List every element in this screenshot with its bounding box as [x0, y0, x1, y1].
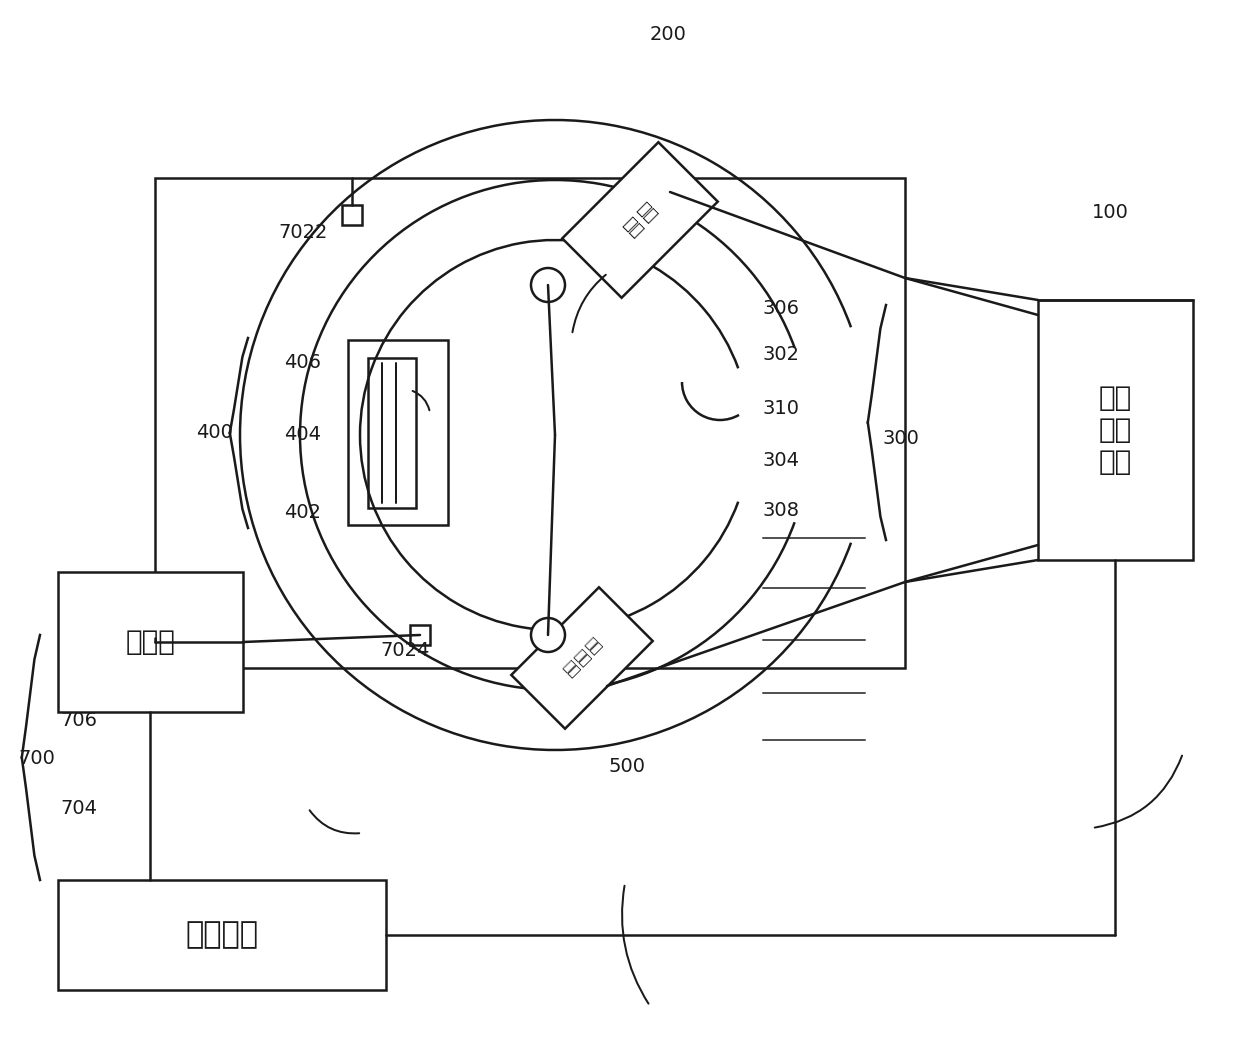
Text: 700: 700 [19, 748, 55, 767]
Polygon shape [562, 143, 718, 298]
Bar [342, 205, 362, 225]
Text: 信号
发生
装置: 信号 发生 装置 [1099, 384, 1132, 477]
Text: 302: 302 [763, 346, 799, 365]
Text: 306: 306 [763, 299, 799, 318]
Text: 100: 100 [1092, 202, 1128, 221]
Circle shape [531, 268, 565, 302]
Text: 308: 308 [763, 501, 799, 520]
Polygon shape [511, 587, 652, 728]
Text: 704: 704 [60, 799, 97, 817]
Text: 200: 200 [650, 24, 687, 44]
Circle shape [531, 618, 565, 652]
Bar [368, 358, 415, 508]
Text: 304: 304 [763, 451, 799, 470]
Text: 406: 406 [284, 352, 321, 371]
Text: 7022: 7022 [278, 222, 327, 241]
Bar [348, 340, 448, 525]
Bar [1038, 300, 1193, 560]
Text: 信号
接收
装置: 信号 接收 装置 [559, 636, 604, 680]
Text: 402: 402 [284, 502, 321, 522]
Text: 404: 404 [284, 425, 321, 444]
Bar [155, 178, 905, 668]
Text: 500: 500 [608, 758, 645, 777]
Text: 控制器: 控制器 [125, 628, 175, 656]
Text: 控制终端: 控制终端 [186, 920, 258, 949]
Text: 310: 310 [763, 398, 799, 417]
Bar [58, 572, 243, 712]
Text: 7024: 7024 [379, 640, 429, 659]
Text: 706: 706 [60, 711, 97, 729]
Bar [410, 625, 430, 645]
Bar [58, 880, 386, 990]
Text: 400: 400 [196, 423, 233, 442]
Text: 激光
雷达: 激光 雷达 [619, 199, 661, 241]
Text: 300: 300 [882, 429, 919, 447]
